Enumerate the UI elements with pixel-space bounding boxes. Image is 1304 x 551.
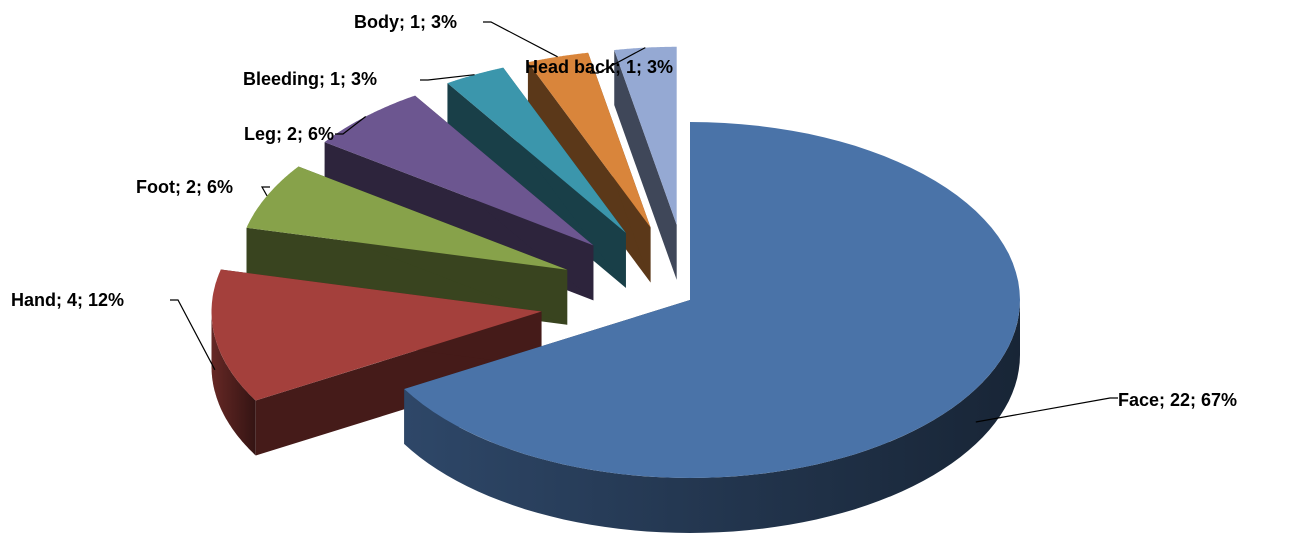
slice-head-back-top	[614, 46, 677, 225]
leader-line-bleeding	[420, 74, 475, 81]
leader-line-foot	[260, 186, 270, 197]
slice-foot-top	[246, 166, 568, 270]
data-label-leg: Leg; 2; 6%	[244, 124, 334, 144]
slice-bleeding-top	[447, 67, 626, 233]
leader-lines	[170, 21, 1118, 423]
slice-face-top	[404, 122, 1020, 478]
leader-line-hand	[170, 299, 216, 371]
data-label-body: Body; 1; 3%	[354, 12, 457, 32]
slice-leg-top	[324, 95, 594, 246]
slice-head-back	[614, 46, 677, 280]
data-label-head-back: Head back; 1; 3%	[525, 57, 673, 77]
slice-head-back-side-wall-start	[614, 50, 677, 280]
leader-line-head-back	[590, 47, 646, 74]
data-label-face: Face; 22; 67%	[1118, 390, 1237, 410]
slice-hand-outer-wall	[211, 311, 256, 456]
slice-hand-top	[211, 269, 542, 401]
slice-hand	[211, 269, 542, 456]
slice-foot-side-wall-start	[246, 227, 568, 325]
slice-foot	[246, 166, 568, 325]
slice-body-top	[527, 52, 651, 228]
slice-face	[404, 122, 1020, 533]
data-label-foot: Foot; 2; 6%	[136, 177, 233, 197]
data-label-hand: Hand; 4; 12%	[11, 290, 124, 310]
leader-line-leg	[335, 116, 367, 135]
pie-slices	[211, 46, 1020, 533]
slice-face-outer-wall	[404, 300, 1020, 533]
data-labels: Face; 22; 67% Hand; 4; 12% Foot; 2; 6% L…	[11, 12, 1237, 410]
leader-line-face	[975, 397, 1118, 423]
data-label-bleeding: Bleeding; 1; 3%	[243, 69, 377, 89]
leader-line-body	[483, 21, 558, 58]
